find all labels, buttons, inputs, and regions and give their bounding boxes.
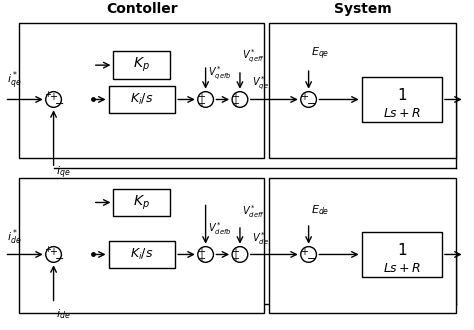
Text: $V^*_{qeff}$: $V^*_{qeff}$ (242, 48, 265, 65)
Text: +: + (49, 247, 56, 256)
Text: $V^*_{qe}$: $V^*_{qe}$ (252, 74, 269, 92)
Text: +: + (197, 254, 205, 264)
Bar (109, 86, 175, 113)
Bar (269, 23, 456, 158)
Bar (269, 178, 456, 313)
Text: +: + (231, 91, 239, 102)
Bar (109, 241, 175, 268)
Text: +: + (231, 99, 239, 109)
Text: +: + (44, 90, 51, 99)
Text: $E_{de}$: $E_{de}$ (310, 203, 329, 217)
Circle shape (46, 247, 62, 262)
Text: Contoller: Contoller (106, 2, 178, 16)
Text: $V^*_{defb}$: $V^*_{defb}$ (208, 220, 231, 237)
Text: $i_{de}$: $i_{de}$ (55, 308, 70, 321)
Text: +: + (49, 91, 56, 102)
Bar (19, 178, 264, 313)
Text: +: + (197, 91, 205, 102)
Text: +: + (197, 99, 205, 109)
Text: −: − (307, 254, 316, 264)
Text: $K_p$: $K_p$ (133, 56, 150, 74)
Circle shape (46, 92, 62, 107)
Bar (362, 77, 442, 122)
Circle shape (301, 92, 317, 107)
Text: $K_i / s$: $K_i / s$ (130, 92, 154, 107)
Bar (113, 51, 170, 79)
Text: $V^*_{qefb}$: $V^*_{qefb}$ (208, 64, 231, 82)
Bar (362, 232, 442, 277)
Text: +: + (300, 247, 308, 256)
Text: +: + (231, 247, 239, 256)
Text: −: − (55, 99, 64, 109)
Text: $Ls+R$: $Ls+R$ (383, 107, 421, 120)
Text: +: + (300, 91, 308, 102)
Text: $i^*_{qe}$: $i^*_{qe}$ (8, 69, 22, 92)
Text: $1$: $1$ (397, 242, 407, 258)
Text: $K_i / s$: $K_i / s$ (130, 247, 154, 262)
Circle shape (198, 247, 213, 262)
Circle shape (301, 247, 317, 262)
Circle shape (232, 247, 248, 262)
Circle shape (232, 92, 248, 107)
Text: −: − (55, 254, 64, 264)
Text: +: + (44, 245, 51, 254)
Bar (19, 23, 264, 158)
Text: $V^*_{deff}$: $V^*_{deff}$ (242, 203, 265, 220)
Text: $E_{qe}$: $E_{qe}$ (310, 46, 329, 62)
Text: $Ls+R$: $Ls+R$ (383, 262, 421, 275)
Text: System: System (334, 2, 392, 16)
Text: +: + (197, 247, 205, 256)
Text: +: + (231, 254, 239, 264)
Text: −: − (307, 99, 316, 109)
Text: $i_{qe}$: $i_{qe}$ (55, 164, 70, 181)
Bar (113, 189, 170, 216)
Circle shape (198, 92, 213, 107)
Text: $1$: $1$ (397, 86, 407, 103)
Text: $V^*_{de}$: $V^*_{de}$ (252, 230, 269, 247)
Text: $K_p$: $K_p$ (133, 193, 150, 212)
Text: $i^*_{de}$: $i^*_{de}$ (8, 227, 22, 247)
